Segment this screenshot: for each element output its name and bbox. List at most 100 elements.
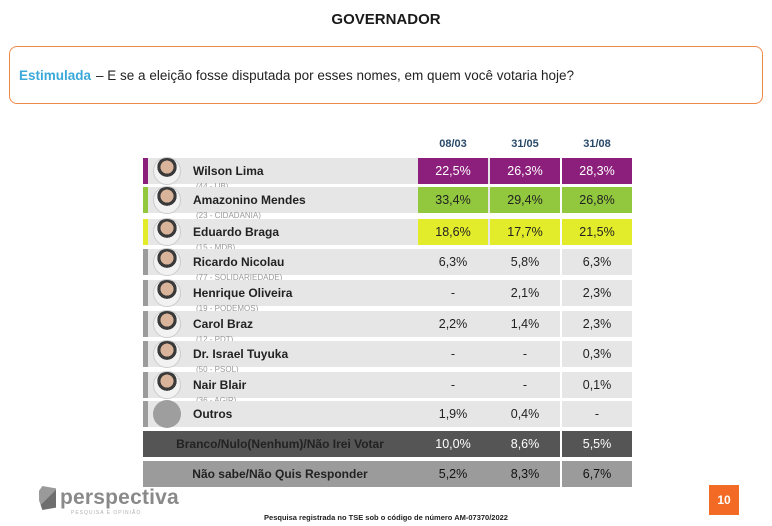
party-label: (19 - PODEMOS) [196,304,259,313]
candidate-cell [148,158,558,184]
candidate-label: Amazonino Mendes (23 - CIDADANIA) [193,193,306,221]
value-cell: 6,3% [418,249,488,275]
candidate-cell [148,401,558,427]
column-header-2: 31/05 [511,138,539,150]
row-color-bar [143,280,148,306]
value-cell: 29,4% [490,187,560,213]
candidate-name: Wilson Lima [193,164,264,178]
candidate-photo [153,340,181,368]
candidate-cell [148,280,558,306]
value-cell: 33,4% [418,187,488,213]
candidate-name: Dr. Israel Tuyuka [193,347,289,361]
value-cell: 28,3% [562,158,632,184]
row-color-bar [143,311,148,337]
row-color-bar [143,187,148,213]
party-label: (77 - SOLIDARIEDADE) [196,273,283,282]
value-cell: 21,5% [562,219,632,245]
value-cell: 26,8% [562,187,632,213]
party-label: (15 - MDB) [196,243,236,252]
value-cell: 8,3% [490,461,560,487]
candidate-label: Carol Braz (12 - PDT) [193,317,253,345]
candidate-cell [148,341,558,367]
row-color-bar [143,372,148,398]
candidate-name: Branco/Nulo(Nenhum)/Não Irei Votar [176,437,384,451]
row-color-bar [143,341,148,367]
logo-mark-icon [39,486,56,510]
value-cell: 26,3% [490,158,560,184]
candidate-name: Outros [193,407,233,421]
value-cell: 2,2% [418,311,488,337]
party-label: (23 - CIDADANIA) [196,211,261,220]
logo-word: perspectiva [60,486,179,509]
value-cell: 6,7% [562,461,632,487]
value-cell: 6,3% [562,249,632,275]
value-cell: 18,6% [418,219,488,245]
candidate-cell [148,461,558,487]
candidate-name: Não sabe/Não Quis Responder [192,467,368,481]
footer-note: Pesquisa registrada no TSE sob o código … [264,513,508,522]
column-header-3: 31/08 [583,138,611,150]
candidate-name: Eduardo Braga [193,225,280,239]
value-cell: 8,6% [490,431,560,457]
value-cell: 5,5% [562,431,632,457]
row-color-bar [143,461,148,487]
candidate-label: Henrique Oliveira (19 - PODEMOS) [193,286,292,314]
value-cell: - [418,341,488,367]
candidate-photo [153,371,181,399]
candidate-cell [148,187,558,213]
placeholder-avatar-icon [153,400,181,428]
value-cell: 2,3% [562,311,632,337]
value-cell: - [562,401,632,427]
candidate-name: Amazonino Mendes [193,193,306,207]
value-cell: 17,7% [490,219,560,245]
party-label: (12 - PDT) [196,335,234,344]
perspectiva-logo: perspectiva PESQUISA E OPINIÃO [39,486,179,516]
candidate-label: Dr. Israel Tuyuka (50 - PSOL) [193,347,288,375]
row-color-bar [143,401,148,427]
candidate-photo [153,310,181,338]
page-title: GOVERNADOR [331,11,441,28]
question-label: Estimulada [19,67,92,83]
candidate-label: Ricardo Nicolau (77 - SOLIDARIEDADE) [193,255,284,283]
row-color-bar [143,431,148,457]
value-cell: 1,4% [490,311,560,337]
value-cell: 2,3% [562,280,632,306]
value-cell: 0,4% [490,401,560,427]
row-color-bar [143,158,148,184]
candidate-label: Eduardo Braga (15 - MDB) [193,225,279,253]
question-text: – E se a eleição fosse disputada por ess… [96,67,575,83]
value-cell: - [418,280,488,306]
candidate-cell [148,431,558,457]
party-label: (44 - UB) [196,182,228,191]
value-cell: 1,9% [418,401,488,427]
candidate-name: Henrique Oliveira [193,286,293,300]
logo-subtitle: PESQUISA E OPINIÃO [71,510,142,516]
candidate-photo [153,186,181,214]
candidate-cell [148,219,558,245]
value-cell: 10,0% [418,431,488,457]
value-cell: 0,1% [562,372,632,398]
candidate-photo [153,218,181,246]
candidate-cell [148,311,558,337]
value-cell: 2,1% [490,280,560,306]
candidate-label: Nair Blair (36 - AGIR) [193,378,246,406]
candidate-label: Wilson Lima (44 - UB) [193,164,264,192]
column-header-1: 08/03 [439,138,467,150]
question-box: Estimulada – E se a eleição fosse disput… [9,46,763,104]
value-cell: - [490,341,560,367]
value-cell: 22,5% [418,158,488,184]
candidate-name: Nair Blair [193,378,247,392]
row-color-bar [143,219,148,245]
candidate-name: Carol Braz [193,317,254,331]
page-number: 10 [709,485,739,515]
value-cell: - [418,372,488,398]
candidate-cell [148,249,558,275]
value-cell: - [490,372,560,398]
candidate-photo [153,248,181,276]
row-color-bar [143,249,148,275]
candidate-photo [153,279,181,307]
party-label: (50 - PSOL) [196,365,239,374]
candidate-photo [153,157,181,185]
value-cell: 5,8% [490,249,560,275]
candidate-cell [148,372,558,398]
